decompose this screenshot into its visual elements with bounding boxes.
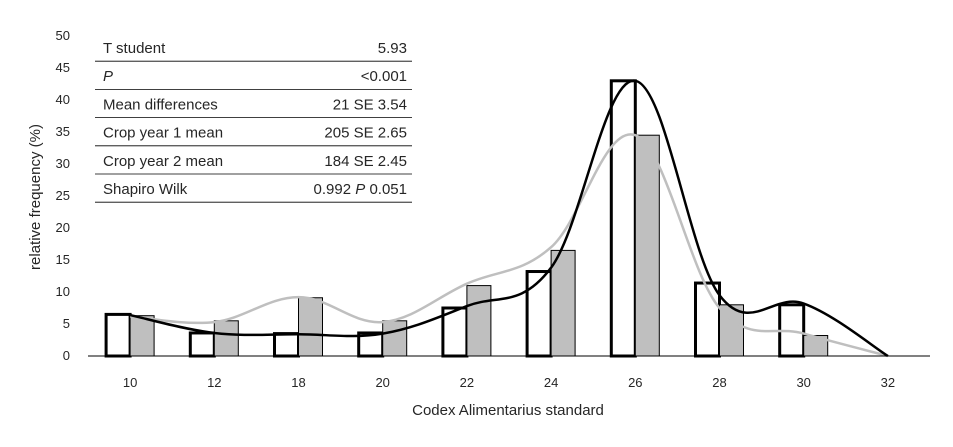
bar-series-2 (634, 134, 660, 357)
stats-value: <0.001 (361, 68, 407, 85)
bar-series-2 (213, 320, 239, 357)
bar-series-2 (382, 320, 408, 357)
stats-label: Mean differences (103, 96, 218, 113)
y-tick-label: 10 (56, 284, 70, 299)
stats-value: 205 SE 2.65 (324, 125, 407, 142)
x-tick-label: 22 (460, 375, 474, 390)
x-tick-label: 18 (291, 375, 305, 390)
bar-series-1 (273, 332, 300, 358)
curve-series-2 (130, 133, 889, 358)
y-axis-title: relative frequency (%) (27, 124, 44, 270)
bar-series-1 (188, 331, 216, 358)
smoothed-curves (129, 79, 889, 358)
x-tick-label: 10 (123, 375, 137, 390)
x-tick-label: 26 (628, 375, 642, 390)
bar-series-2 (550, 249, 576, 357)
stats-value-part: 0.992 (314, 181, 356, 198)
x-tick-label: 32 (881, 375, 895, 390)
stats-value: 5.93 (378, 40, 407, 57)
y-axis: 0 5 10 15 20 25 30 35 40 45 50 (56, 28, 70, 363)
stats-value: 184 SE 2.45 (324, 153, 407, 170)
x-axis-title: Codex Alimentarius standard (412, 402, 604, 419)
bar-series-1 (609, 79, 637, 358)
bar-series-2 (129, 315, 155, 357)
curve-series-1 (129, 79, 889, 358)
x-tick-label: 20 (375, 375, 389, 390)
stats-table: T student 5.93 P <0.001 Mean differences 21 S… (95, 33, 412, 203)
stats-value-part: 0.051 (365, 181, 407, 198)
stats-label: P (103, 68, 113, 85)
stats-label: T student (103, 40, 166, 57)
y-tick-label: 30 (56, 156, 70, 171)
y-tick-label: 45 (56, 60, 70, 75)
x-tick-label: 12 (207, 375, 221, 390)
bar-series-1 (694, 281, 721, 358)
y-tick-label: 35 (56, 124, 70, 139)
x-tick-label: 28 (712, 375, 726, 390)
y-tick-label: 40 (56, 92, 70, 107)
bar-series-2 (466, 285, 492, 357)
y-tick-label: 50 (56, 28, 70, 43)
bar-series-1 (104, 312, 132, 358)
x-tick-label: 30 (796, 375, 810, 390)
x-tick-label: 24 (544, 375, 558, 390)
y-tick-label: 25 (56, 188, 70, 203)
bar-series-1 (525, 270, 553, 358)
stats-label: Shapiro Wilk (103, 181, 188, 198)
stats-value-part: P (355, 181, 365, 198)
y-tick-label: 0 (63, 348, 70, 363)
y-tick-label: 15 (56, 252, 70, 267)
y-tick-label: 20 (56, 220, 70, 235)
stats-value: 0.992 P 0.051 (314, 181, 407, 198)
stats-label: Crop year 2 mean (103, 153, 223, 170)
y-tick-label: 5 (63, 316, 70, 331)
stats-value: 21 SE 3.54 (333, 96, 407, 113)
bar-series-2 (298, 297, 323, 357)
x-axis: 10 12 18 20 22 24 26 28 30 32 (88, 355, 930, 390)
stats-label: Crop year 1 mean (103, 125, 223, 142)
